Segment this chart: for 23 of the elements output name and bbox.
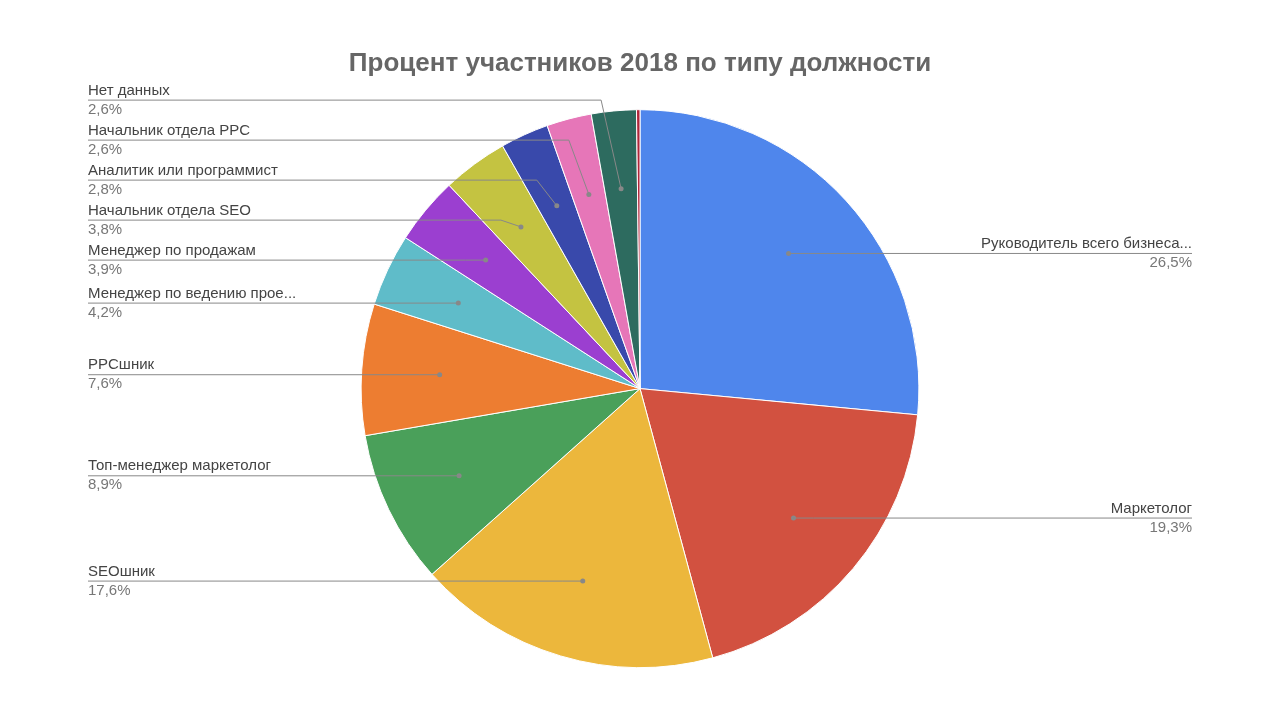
data-label: 19,3% [1149,517,1192,535]
slice-label: Руководитель всего бизнеса... [981,234,1192,252]
slice-label: Начальник отдела PPC [88,120,251,138]
data-label: 4,2% [88,302,123,320]
chart-title: Процент участников 2018 по типу должности [348,46,932,77]
data-label: 2,6% [88,99,123,117]
slice-label: Нет данных [88,80,171,98]
data-label: 17,6% [88,580,131,598]
slice-label: Топ-менеджер маркетолог [88,456,272,474]
data-label: 8,9% [88,475,123,493]
data-label: 3,9% [88,259,123,277]
data-label: 2,6% [88,139,123,157]
data-label: 3,8% [88,219,123,237]
data-label: 2,8% [88,179,123,197]
data-label: 26,5% [1149,253,1192,271]
slice-label: Маркетолог [1110,498,1193,516]
slice-label: Менеджер по ведению прое... [88,283,297,301]
slice-label: Аналитик или программист [88,160,278,178]
slice-label: SEOшник [88,561,156,579]
slice-label: Начальник отдела SEO [88,200,251,218]
slice-label: Менеджер по продажам [88,240,256,258]
slice-label: PPCшник [88,355,155,373]
data-label: 7,6% [88,374,123,392]
